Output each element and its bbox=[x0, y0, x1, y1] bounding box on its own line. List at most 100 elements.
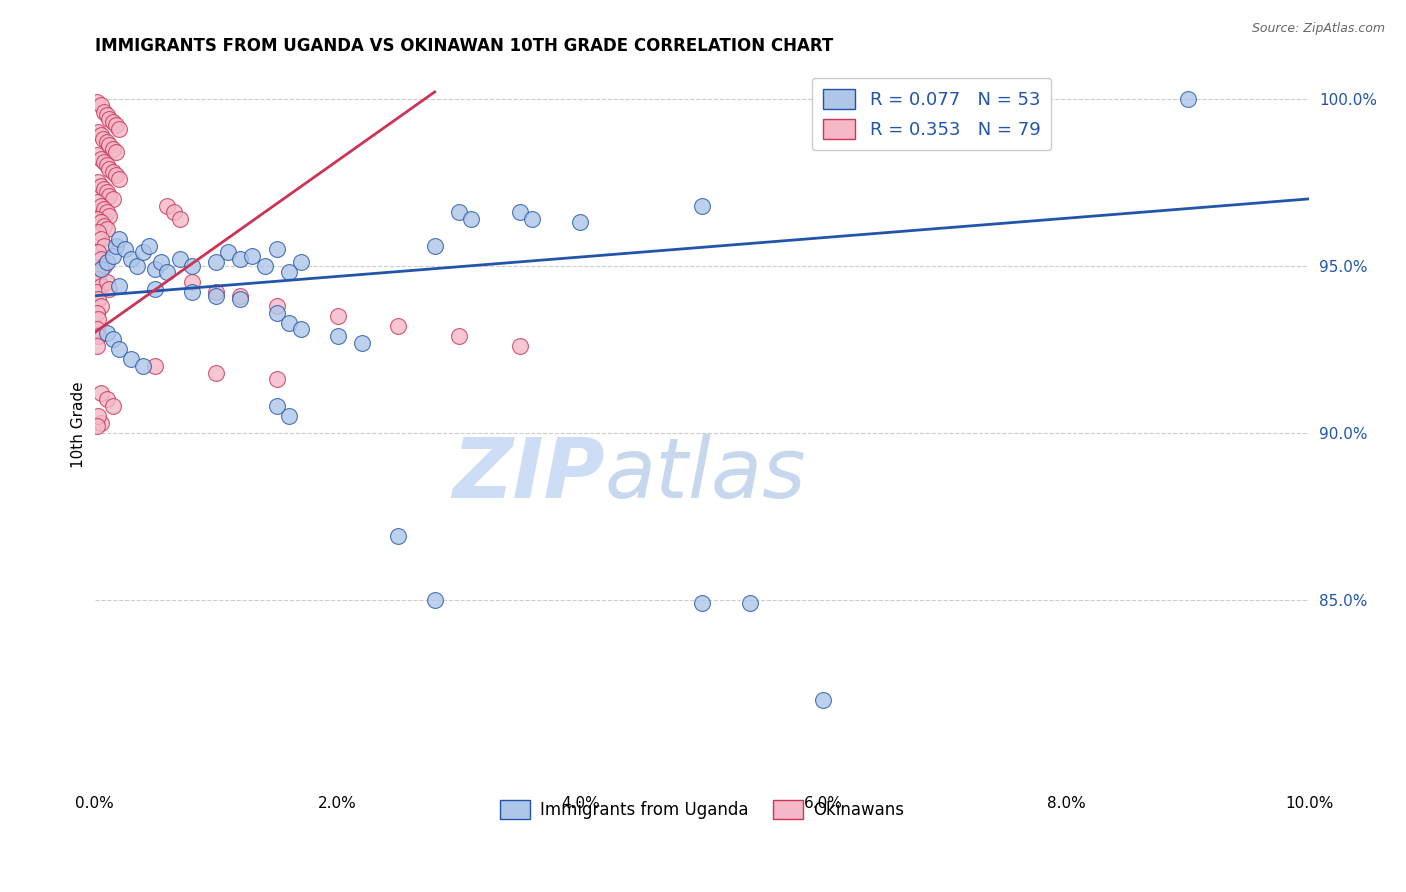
Point bbox=[350, 335, 373, 350]
Point bbox=[101, 142, 124, 156]
Point bbox=[266, 305, 288, 319]
Point bbox=[266, 399, 288, 413]
Point bbox=[127, 259, 149, 273]
Point bbox=[132, 245, 155, 260]
Point bbox=[690, 198, 713, 212]
Point bbox=[290, 255, 312, 269]
Point bbox=[105, 169, 128, 183]
Point bbox=[98, 188, 121, 202]
Point bbox=[101, 399, 124, 413]
Point bbox=[205, 289, 228, 303]
Point bbox=[205, 255, 228, 269]
Point bbox=[87, 329, 110, 343]
Point bbox=[326, 309, 349, 323]
Point bbox=[690, 596, 713, 610]
Point bbox=[740, 596, 762, 610]
Point bbox=[93, 182, 115, 196]
Point bbox=[93, 259, 115, 273]
Point bbox=[229, 252, 252, 266]
Point bbox=[87, 312, 110, 326]
Point bbox=[86, 95, 108, 109]
Point bbox=[242, 249, 264, 263]
Point bbox=[156, 265, 179, 279]
Point bbox=[105, 238, 128, 252]
Point bbox=[114, 242, 136, 256]
Point bbox=[90, 416, 112, 430]
Point bbox=[423, 593, 446, 607]
Point bbox=[86, 322, 108, 336]
Point bbox=[90, 299, 112, 313]
Point bbox=[87, 245, 110, 260]
Point bbox=[90, 278, 112, 293]
Point bbox=[138, 238, 160, 252]
Point bbox=[120, 252, 142, 266]
Point bbox=[96, 392, 118, 407]
Point bbox=[120, 352, 142, 367]
Point bbox=[180, 285, 202, 300]
Point bbox=[93, 105, 115, 120]
Text: IMMIGRANTS FROM UGANDA VS OKINAWAN 10TH GRADE CORRELATION CHART: IMMIGRANTS FROM UGANDA VS OKINAWAN 10TH … bbox=[94, 37, 832, 55]
Point bbox=[90, 152, 112, 166]
Point bbox=[180, 276, 202, 290]
Point bbox=[96, 158, 118, 172]
Point bbox=[86, 265, 108, 279]
Point bbox=[143, 282, 166, 296]
Point bbox=[87, 409, 110, 423]
Point bbox=[91, 132, 114, 146]
Point bbox=[86, 419, 108, 434]
Point bbox=[229, 289, 252, 303]
Point bbox=[290, 322, 312, 336]
Point bbox=[96, 255, 118, 269]
Point bbox=[90, 128, 112, 143]
Point bbox=[98, 112, 121, 126]
Point bbox=[108, 121, 131, 136]
Point bbox=[1177, 92, 1199, 106]
Point bbox=[509, 339, 531, 353]
Point bbox=[277, 409, 299, 423]
Point bbox=[96, 108, 118, 122]
Point bbox=[101, 249, 124, 263]
Point bbox=[108, 343, 131, 357]
Point bbox=[101, 115, 124, 129]
Point bbox=[90, 215, 112, 229]
Point bbox=[98, 161, 121, 176]
Point bbox=[108, 171, 131, 186]
Y-axis label: 10th Grade: 10th Grade bbox=[72, 381, 86, 467]
Point bbox=[87, 175, 110, 189]
Point bbox=[205, 285, 228, 300]
Point bbox=[96, 185, 118, 199]
Point bbox=[169, 211, 191, 226]
Point bbox=[87, 125, 110, 139]
Point bbox=[93, 219, 115, 233]
Point bbox=[217, 245, 239, 260]
Point bbox=[569, 215, 592, 229]
Point bbox=[180, 259, 202, 273]
Text: ZIP: ZIP bbox=[453, 434, 605, 516]
Point bbox=[277, 265, 299, 279]
Point bbox=[87, 272, 110, 286]
Point bbox=[98, 138, 121, 153]
Point bbox=[509, 205, 531, 219]
Point bbox=[98, 209, 121, 223]
Point bbox=[96, 326, 118, 340]
Point bbox=[162, 205, 184, 219]
Point bbox=[266, 372, 288, 386]
Point bbox=[105, 145, 128, 159]
Point bbox=[93, 202, 115, 216]
Point bbox=[86, 305, 108, 319]
Point bbox=[460, 211, 482, 226]
Point bbox=[90, 198, 112, 212]
Point bbox=[96, 135, 118, 149]
Point bbox=[277, 316, 299, 330]
Point bbox=[229, 292, 252, 306]
Point bbox=[90, 232, 112, 246]
Legend: Immigrants from Uganda, Okinawans: Immigrants from Uganda, Okinawans bbox=[494, 793, 911, 826]
Point bbox=[86, 339, 108, 353]
Point bbox=[143, 359, 166, 373]
Point bbox=[90, 252, 112, 266]
Point bbox=[86, 148, 108, 162]
Point bbox=[87, 225, 110, 239]
Point bbox=[253, 259, 276, 273]
Point bbox=[156, 198, 179, 212]
Point bbox=[101, 165, 124, 179]
